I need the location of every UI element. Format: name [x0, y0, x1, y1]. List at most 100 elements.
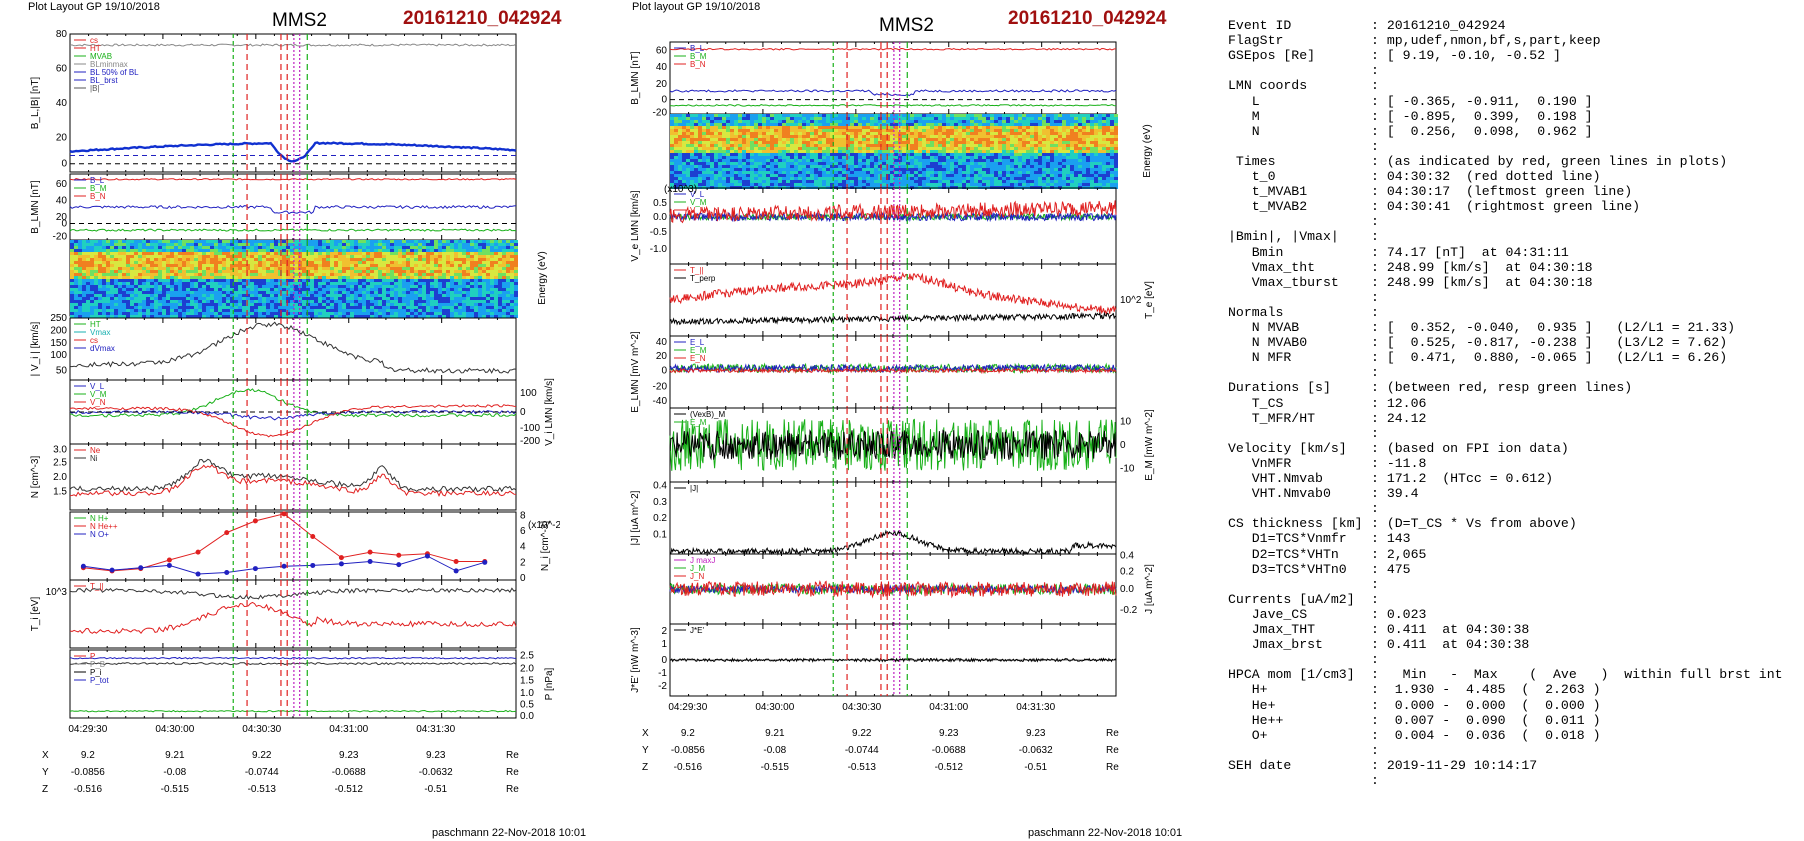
- spectrogram-cell: [798, 168, 802, 171]
- spectrogram-cell: [286, 306, 290, 309]
- spectrogram-cell: [834, 114, 838, 117]
- spectrogram-cell: [362, 282, 366, 285]
- spectrogram-cell: [674, 141, 678, 144]
- data-point: [224, 569, 230, 575]
- spectrogram-cell: [74, 306, 78, 309]
- legend-entry: B_N: [90, 192, 106, 201]
- spectrogram-cell: [866, 120, 870, 123]
- spectrogram-cell: [166, 261, 170, 264]
- spectrogram-cell: [226, 285, 230, 288]
- spectrogram-cell: [422, 291, 426, 294]
- spectrogram-cell: [354, 300, 358, 303]
- spectrogram-cell: [854, 141, 858, 144]
- spectrogram-cell: [674, 114, 678, 117]
- spectrogram-cell: [226, 303, 230, 306]
- spectrogram-cell: [682, 171, 686, 174]
- spectrogram-cell: [674, 165, 678, 168]
- spectrogram-cell: [374, 243, 378, 246]
- spectrogram-cell: [714, 114, 718, 117]
- spectrogram-cell: [286, 291, 290, 294]
- spectrogram-cell: [282, 300, 286, 303]
- spectrogram-cell: [742, 147, 746, 150]
- spectrogram-cell: [210, 309, 214, 312]
- legend-entry: V_L: [90, 382, 105, 391]
- spectrogram-cell: [762, 180, 766, 183]
- legend-entry: MVAB: [90, 52, 112, 61]
- spectrogram-cell: [326, 261, 330, 264]
- spectrogram-cell: [226, 258, 230, 261]
- spectrogram-cell: [130, 312, 134, 315]
- y-tick-label: 100: [50, 350, 67, 361]
- spectrogram-cell: [158, 264, 162, 267]
- spectrogram-cell: [850, 183, 854, 186]
- spectrogram-cell: [290, 261, 294, 264]
- spectrogram-cell: [214, 282, 218, 285]
- spectrogram-cell: [786, 156, 790, 159]
- spectrogram-cell: [466, 276, 470, 279]
- spectrogram-cell: [674, 150, 678, 153]
- spectrogram-cell: [218, 306, 222, 309]
- spectrogram-cell: [90, 288, 94, 291]
- spectrogram-cell: [718, 126, 722, 129]
- left-footer: paschmann 22-Nov-2018 10:01: [432, 827, 587, 839]
- spectrogram-cell: [154, 273, 158, 276]
- spectrogram-cell: [462, 303, 466, 306]
- spectrogram-cell: [82, 252, 86, 255]
- spectrogram-cell: [810, 129, 814, 132]
- spectrogram-cell: [774, 147, 778, 150]
- spectrogram-cell: [802, 165, 806, 168]
- spectrogram-cell: [438, 300, 442, 303]
- spectrogram-cell: [310, 288, 314, 291]
- spectrogram-cell: [678, 144, 682, 147]
- spectrogram-cell: [810, 177, 814, 180]
- spectrogram-cell: [506, 276, 510, 279]
- spectrogram-cell: [186, 246, 190, 249]
- spectrogram-cell: [154, 315, 158, 318]
- spectrogram-cell: [126, 261, 130, 264]
- spectrogram-cell: [150, 312, 154, 315]
- spectrogram-cell: [814, 162, 818, 165]
- spectrogram-cell: [798, 141, 802, 144]
- spectrogram-cell: [410, 270, 414, 273]
- spectrogram-cell: [774, 168, 778, 171]
- spectrogram-cell: [470, 270, 474, 273]
- spectrogram-cell: [166, 246, 170, 249]
- spectrogram-cell: [162, 243, 166, 246]
- spectrogram-cell: [234, 312, 238, 315]
- spectrogram-cell: [750, 156, 754, 159]
- spectrogram-cell: [470, 240, 474, 243]
- spectrogram-cell: [418, 267, 422, 270]
- spectrogram-cell: [494, 279, 498, 282]
- spectrogram-cell: [826, 162, 830, 165]
- spectrogram-cell: [458, 270, 462, 273]
- spectrogram-cell: [78, 255, 82, 258]
- spectrogram-cell: [810, 180, 814, 183]
- spectrogram-cell: [238, 249, 242, 252]
- spectrogram-cell: [322, 264, 326, 267]
- spectrogram-cell: [206, 297, 210, 300]
- spectrogram-cell: [158, 288, 162, 291]
- spectrogram-cell: [742, 123, 746, 126]
- spectrogram-cell: [842, 114, 846, 117]
- spectrogram-cell: [442, 249, 446, 252]
- spectrogram-cell: [98, 249, 102, 252]
- plot-frame: [669, 41, 1117, 115]
- spectrogram-cell: [706, 147, 710, 150]
- spectrogram-cell: [86, 282, 90, 285]
- spectrogram-cell: [686, 153, 690, 156]
- spectrogram-cell: [846, 120, 850, 123]
- spectrogram-cell: [826, 126, 830, 129]
- spectrogram-cell: [230, 255, 234, 258]
- series-line: [69, 205, 517, 215]
- spectrogram-cell: [242, 312, 246, 315]
- spectrogram-cell: [78, 309, 82, 312]
- spectrogram-cell: [202, 315, 206, 318]
- spectrogram-cell: [150, 285, 154, 288]
- spectrogram-cell: [478, 270, 482, 273]
- spectrogram-cell: [106, 315, 110, 318]
- spectrogram-cell: [290, 297, 294, 300]
- spectrogram-cell: [230, 273, 234, 276]
- spectrogram-cell: [298, 282, 302, 285]
- spectrogram-cell: [694, 129, 698, 132]
- spectrogram-cell: [742, 150, 746, 153]
